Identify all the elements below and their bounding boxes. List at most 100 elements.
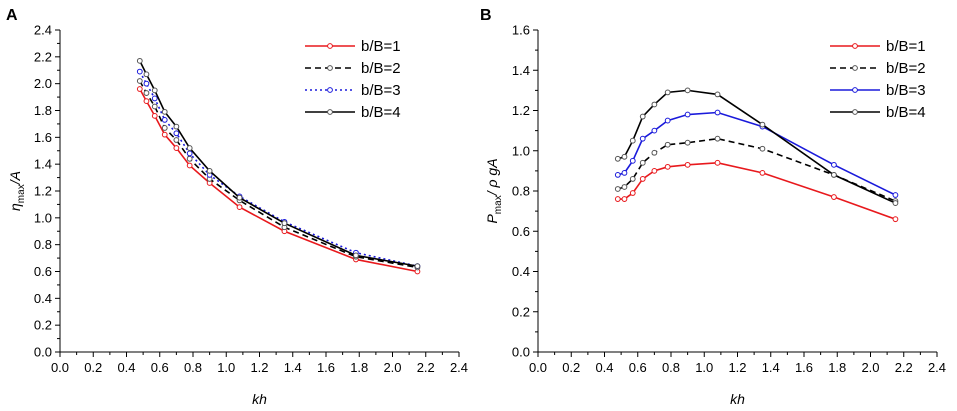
series-line bbox=[617, 162, 896, 220]
legend-marker bbox=[327, 87, 333, 93]
x-tick-label: 1.0 bbox=[695, 360, 713, 375]
data-point bbox=[759, 121, 766, 128]
series-line bbox=[617, 137, 896, 202]
x-tick-label: 1.2 bbox=[728, 360, 746, 375]
data-point bbox=[651, 149, 658, 156]
data-point bbox=[161, 108, 168, 115]
data-point bbox=[831, 194, 837, 200]
data-point bbox=[639, 135, 646, 142]
data-point bbox=[639, 159, 646, 166]
legend-label: b/B=1 bbox=[886, 38, 926, 55]
x-tick-label: 0.8 bbox=[662, 360, 680, 375]
x-tick-label: 1.2 bbox=[250, 360, 268, 375]
y-tick-label: 1.0 bbox=[512, 143, 530, 158]
chart-panel-a: A 0.0 0.2 0.4 0.6 0.8 1.0 1.2 1.4 1.6 1.8 2.0 2.2 2.4… bbox=[6, 7, 468, 407]
x-tick-label: 0.0 bbox=[51, 360, 69, 375]
data-point bbox=[186, 155, 193, 162]
x-tick-label: 2.4 bbox=[450, 360, 468, 375]
data-point bbox=[186, 162, 193, 169]
data-point bbox=[639, 176, 646, 182]
data-point bbox=[136, 57, 143, 64]
x-axis-title: kh bbox=[252, 391, 267, 407]
data-point bbox=[621, 153, 628, 160]
legend-entry: b/B=4 bbox=[305, 104, 401, 121]
y-tick-label: 0.8 bbox=[512, 184, 530, 199]
data-point bbox=[161, 116, 168, 123]
data-point bbox=[684, 139, 691, 146]
data-point bbox=[892, 216, 899, 223]
series-b-b-4 bbox=[614, 87, 899, 206]
y-axis-title-subscript: max bbox=[16, 184, 27, 203]
legend-entry: b/B=3 bbox=[830, 82, 926, 99]
x-tick-label: 1.8 bbox=[828, 360, 846, 375]
data-point bbox=[151, 112, 158, 119]
y-tick-label: 1.6 bbox=[34, 130, 52, 145]
legend-label: b/B=2 bbox=[886, 60, 926, 77]
series-b-b-3 bbox=[614, 109, 899, 198]
x-tick-label: 0.6 bbox=[151, 360, 169, 375]
data-point bbox=[621, 196, 628, 202]
y-axis-title-symbol: P bbox=[484, 214, 500, 224]
panel-label: B bbox=[480, 7, 492, 24]
data-point bbox=[161, 125, 168, 131]
y-tick-label: 1.2 bbox=[512, 103, 530, 118]
y-tick-label: 0.8 bbox=[34, 237, 52, 252]
data-point bbox=[651, 167, 658, 174]
x-tick-label: 2.0 bbox=[861, 360, 879, 375]
legend-marker bbox=[327, 65, 333, 71]
y-tick-label: 0.2 bbox=[34, 318, 52, 333]
series-line bbox=[617, 89, 896, 204]
data-point bbox=[173, 145, 180, 151]
x-tick-label: 1.0 bbox=[217, 360, 235, 375]
data-point bbox=[664, 141, 671, 148]
data-point bbox=[892, 200, 899, 206]
data-point bbox=[614, 196, 621, 202]
y-tick-label: 1.8 bbox=[34, 103, 52, 118]
x-tick-label: 0.0 bbox=[529, 360, 547, 375]
data-point bbox=[629, 157, 636, 164]
legend-marker bbox=[852, 43, 858, 49]
chart-panel-b: B 0.0 0.2 0.4 0.6 0.8 1.0 1.2 1.4 1.6 1.8 2.0 2.2 2.4… bbox=[480, 7, 946, 407]
data-point bbox=[714, 109, 721, 116]
data-point bbox=[684, 161, 691, 168]
y-axis-title-subscript: max bbox=[493, 195, 504, 214]
data-point bbox=[186, 145, 193, 151]
y-tick-label: 1.6 bbox=[512, 23, 530, 38]
legend-entry: b/B=1 bbox=[305, 38, 401, 55]
y-tick-label: 0.0 bbox=[34, 345, 52, 360]
series-b-b-3 bbox=[136, 68, 421, 270]
data-point bbox=[353, 252, 359, 259]
y-tick-label: 1.4 bbox=[512, 63, 530, 78]
legend-marker bbox=[327, 109, 333, 115]
legend-entry: b/B=3 bbox=[305, 82, 401, 99]
data-point bbox=[151, 103, 158, 110]
x-tick-label: 2.2 bbox=[417, 360, 435, 375]
y-tick-label: 0.0 bbox=[512, 345, 530, 360]
data-point bbox=[651, 101, 658, 108]
data-point bbox=[614, 155, 621, 162]
legend-entry: b/B=2 bbox=[830, 60, 926, 77]
data-point bbox=[136, 78, 143, 84]
data-point bbox=[161, 131, 168, 138]
data-point bbox=[136, 68, 143, 75]
data-point bbox=[143, 98, 150, 105]
data-point bbox=[714, 135, 721, 142]
x-tick-label: 1.4 bbox=[762, 360, 780, 375]
data-point bbox=[173, 137, 180, 143]
y-tick-label: 0.2 bbox=[512, 304, 530, 319]
legend-entry: b/B=1 bbox=[830, 38, 926, 55]
data-point bbox=[236, 204, 243, 211]
legend-marker bbox=[852, 109, 858, 115]
data-point bbox=[151, 87, 158, 94]
legend-label: b/B=4 bbox=[361, 104, 401, 121]
data-point bbox=[173, 123, 180, 130]
data-point bbox=[206, 167, 213, 174]
data-point bbox=[236, 194, 243, 201]
data-point bbox=[664, 163, 671, 170]
series-b-b-1 bbox=[136, 86, 421, 275]
data-point bbox=[684, 87, 691, 94]
x-tick-label: 1.8 bbox=[350, 360, 368, 375]
data-point bbox=[621, 169, 628, 176]
y-axis-title: Pmax/ ρ gA bbox=[484, 158, 504, 223]
